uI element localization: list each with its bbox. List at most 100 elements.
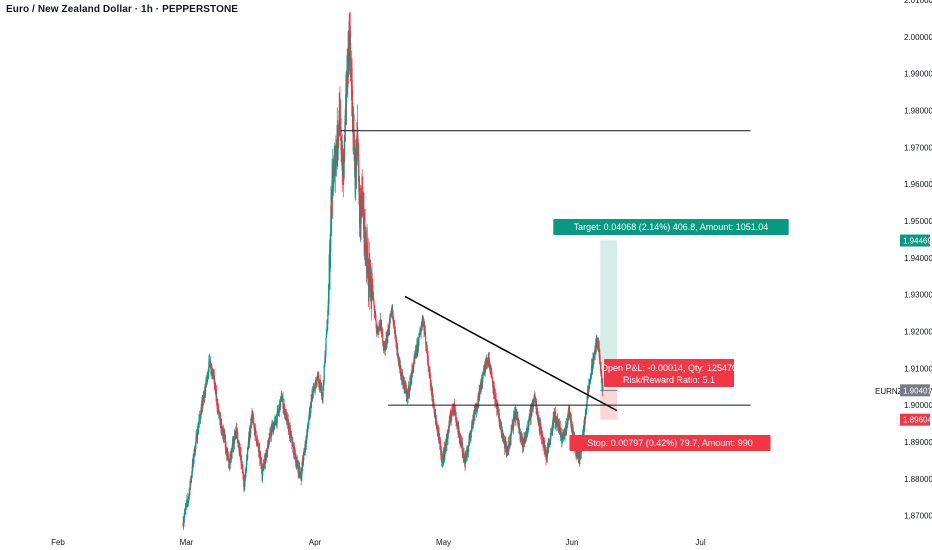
candle-body — [325, 334, 327, 339]
candle-body — [255, 428, 257, 432]
candle-body — [323, 364, 326, 366]
candle-body — [282, 408, 285, 409]
candle-body — [503, 438, 505, 440]
candle-body — [286, 416, 288, 418]
candle-body — [460, 444, 462, 446]
candle-body — [292, 444, 294, 446]
candle-body — [381, 326, 383, 330]
chart-title: Euro / New Zealand Dollar · 1h · PEPPERS… — [6, 4, 239, 15]
candle-body — [602, 385, 604, 387]
candle-body — [283, 407, 285, 409]
position-labels: Target: 0.04068 (2.14%) 406.8, Amount: 1… — [553, 219, 789, 451]
candle-body — [314, 383, 316, 390]
candle-body — [218, 412, 221, 414]
candle-body — [325, 338, 327, 351]
candle-body — [277, 412, 279, 414]
candle-body — [289, 429, 292, 438]
candle-body — [207, 373, 209, 376]
candle-body — [254, 428, 256, 436]
candle-body — [268, 445, 270, 447]
candle-body — [256, 440, 258, 445]
candle-body — [395, 332, 397, 337]
candle-body — [285, 413, 287, 421]
candle-body — [294, 449, 296, 455]
candle-body — [323, 381, 325, 384]
candle-body — [316, 376, 318, 382]
candle-body — [306, 433, 308, 441]
candle-body — [561, 438, 564, 440]
candle-body — [202, 402, 204, 406]
candle-body — [484, 366, 486, 373]
candle-body — [291, 436, 293, 444]
candle-body — [324, 356, 326, 365]
candle-body — [583, 421, 585, 433]
candle-body — [344, 108, 347, 126]
candle-body — [228, 458, 230, 462]
candle-body — [269, 431, 272, 436]
candle-body — [396, 342, 398, 351]
candle-body — [204, 386, 207, 393]
candle-body — [372, 290, 374, 298]
candle-body — [357, 141, 359, 146]
candle-body — [425, 336, 427, 345]
candle-body — [483, 370, 485, 375]
candle-body — [310, 401, 312, 406]
candle-body — [332, 165, 334, 173]
candle-body — [393, 320, 395, 329]
candle-body — [356, 127, 359, 139]
candle-body — [456, 422, 458, 425]
candle-body — [512, 417, 515, 428]
candle-body — [520, 435, 523, 439]
candle-body — [446, 436, 448, 446]
candle-body — [195, 442, 197, 445]
candle-body — [193, 457, 195, 462]
candle-body — [201, 402, 203, 407]
candle-body — [257, 442, 259, 448]
candle-body — [184, 509, 186, 515]
y-tick-label: 2.01000 — [904, 0, 932, 5]
candle-body — [504, 443, 506, 449]
candle-body — [433, 406, 435, 414]
candle-body — [212, 369, 215, 378]
candle-body — [289, 427, 291, 436]
drawings[interactable] — [340, 130, 751, 412]
candle-body — [397, 352, 399, 358]
candle-body — [492, 380, 494, 384]
candle-body — [184, 508, 186, 510]
candle-body — [268, 438, 271, 441]
candle-body — [187, 501, 189, 502]
price-axis[interactable]: 2.01000 2.00000 1.99000 1.98000 1.97000 1.960… — [51, 0, 932, 547]
candle-body — [594, 349, 596, 354]
candle-body — [318, 377, 320, 384]
candle-body — [251, 411, 254, 417]
candle-body — [334, 161, 336, 177]
symbol-label: EURNZD — [875, 387, 909, 396]
candle-body — [281, 400, 283, 402]
candle-body — [198, 424, 200, 429]
candle-body — [259, 449, 261, 460]
candle-body — [360, 213, 362, 224]
candle-body — [290, 434, 292, 437]
candle-body — [236, 427, 238, 430]
candle-body — [265, 452, 267, 455]
candle-body — [258, 448, 260, 452]
y-tick-label: 1.92000 — [904, 327, 932, 336]
candle-body — [420, 327, 422, 332]
candle-body — [250, 421, 252, 429]
candle-body — [186, 499, 188, 502]
candle-body — [400, 365, 402, 376]
candle-body — [221, 423, 223, 427]
candle-body — [548, 443, 550, 448]
candle-body — [404, 383, 406, 389]
candle-body — [228, 464, 230, 468]
candle-body — [198, 420, 200, 425]
candle-body — [208, 361, 210, 373]
candle-body — [199, 417, 201, 420]
candle-body — [579, 451, 582, 454]
candle-body — [330, 205, 332, 232]
candle-body — [499, 423, 501, 428]
candle-body — [312, 390, 314, 398]
candle-body — [596, 343, 599, 346]
candle-body — [600, 367, 602, 372]
